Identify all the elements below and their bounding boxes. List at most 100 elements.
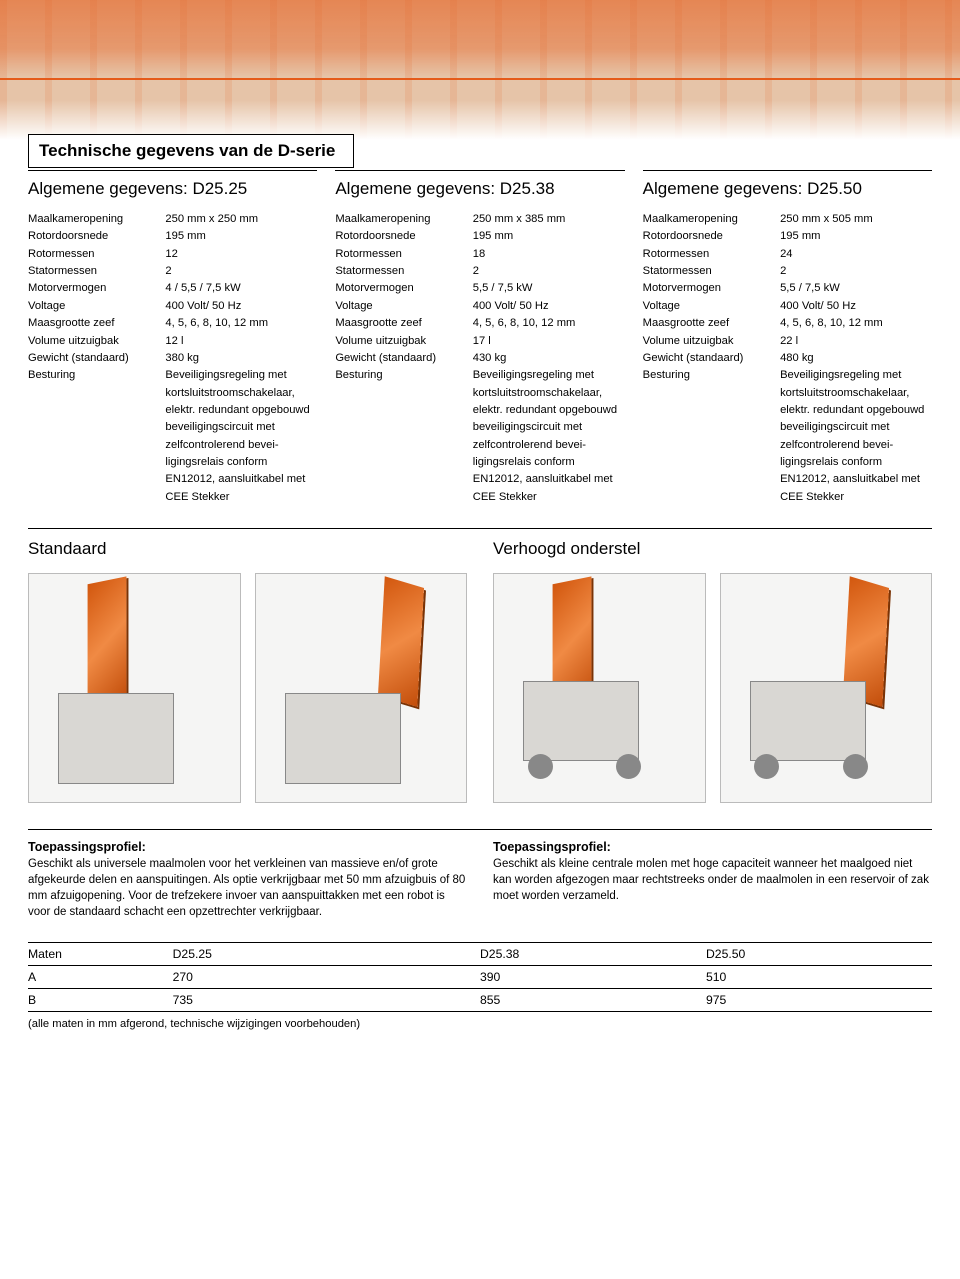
label-rotormessen: Rotormessen — [28, 246, 157, 263]
value-besturing: Beveiligingsregeling met kortsluitstroom… — [473, 367, 625, 506]
value-maasgrootte: 4, 5, 6, 8, 10, 12 mm — [165, 315, 317, 332]
label-motorvermogen: Motorvermogen — [643, 280, 772, 297]
dim-header: D25.50 — [706, 943, 932, 966]
header-artwork — [0, 0, 960, 140]
spec-labels: Maalkameropening Rotordoorsnede Rotormes… — [335, 211, 464, 506]
machine-figure-raised-front — [493, 573, 706, 803]
label-besturing: Besturing — [28, 367, 157, 384]
label-voltage: Voltage — [643, 298, 772, 315]
spec-values: 250 mm x 250 mm 195 mm 12 2 4 / 5,5 / 7,… — [165, 211, 317, 506]
value-volume: 17 l — [473, 333, 625, 350]
profile-raised: Toepassingsprofiel: Geschikt als kleine … — [493, 840, 932, 920]
profile-raised-text: Geschikt als kleine centrale molen met h… — [493, 856, 932, 904]
label-volume: Volume uitzuigbak — [643, 333, 772, 350]
value-statormessen: 2 — [780, 263, 932, 280]
value-maasgrootte: 4, 5, 6, 8, 10, 12 mm — [780, 315, 932, 332]
label-maalkamer: Maalkameropening — [28, 211, 157, 228]
raised-section: Verhoogd onderstel — [493, 539, 932, 803]
value-statormessen: 2 — [165, 263, 317, 280]
dim-header: Maten — [28, 943, 173, 966]
profile-standard: Toepassingsprofiel: Geschikt als univers… — [28, 840, 467, 920]
model-heading: Algemene gegevens: D25.38 — [335, 170, 624, 211]
raised-heading: Verhoogd onderstel — [493, 539, 932, 559]
value-rotordoor: 195 mm — [473, 228, 625, 245]
model-col-d25-38: Algemene gegevens: D25.38 Maalkameropeni… — [335, 170, 624, 506]
label-maasgrootte: Maasgrootte zeef — [335, 315, 464, 332]
value-rotormessen: 18 — [473, 246, 625, 263]
spec-values: 250 mm x 385 mm 195 mm 18 2 5,5 / 7,5 kW… — [473, 211, 625, 506]
value-voltage: 400 Volt/ 50 Hz — [780, 298, 932, 315]
models-row: Algemene gegevens: D25.25 Maalkameropeni… — [28, 170, 932, 506]
profile-heading: Toepassingsprofiel: — [493, 840, 932, 854]
value-rotordoor: 195 mm — [780, 228, 932, 245]
label-rotordoor: Rotordoorsnede — [335, 228, 464, 245]
label-rotordoor: Rotordoorsnede — [643, 228, 772, 245]
model-col-d25-50: Algemene gegevens: D25.50 Maalkameropeni… — [643, 170, 932, 506]
value-rotormessen: 24 — [780, 246, 932, 263]
value-voltage: 400 Volt/ 50 Hz — [165, 298, 317, 315]
label-statormessen: Statormessen — [335, 263, 464, 280]
dim-cell: A — [28, 966, 173, 989]
label-volume: Volume uitzuigbak — [28, 333, 157, 350]
label-gewicht: Gewicht (standaard) — [28, 350, 157, 367]
dim-header: D25.38 — [480, 943, 706, 966]
value-motorvermogen: 5,5 / 7,5 kW — [780, 280, 932, 297]
label-maasgrootte: Maasgrootte zeef — [643, 315, 772, 332]
value-besturing: Beveiligingsregeling met kortsluitstroom… — [165, 367, 317, 506]
machine-figure-standard-front — [28, 573, 241, 803]
dim-cell: 975 — [706, 989, 932, 1012]
spec-labels: Maalkameropening Rotordoorsnede Rotormes… — [28, 211, 157, 506]
value-besturing: Beveiligingsregeling met kortsluitstroom… — [780, 367, 932, 506]
model-heading: Algemene gegevens: D25.50 — [643, 170, 932, 211]
value-maalkamer: 250 mm x 385 mm — [473, 211, 625, 228]
page-title: Technische gegevens van de D-serie — [28, 134, 354, 168]
dim-cell: 270 — [173, 966, 480, 989]
profile-standard-text: Geschikt als universele maalmolen voor h… — [28, 856, 467, 920]
value-motorvermogen: 5,5 / 7,5 kW — [473, 280, 625, 297]
value-statormessen: 2 — [473, 263, 625, 280]
label-motorvermogen: Motorvermogen — [335, 280, 464, 297]
table-row: B 735 855 975 — [28, 989, 932, 1012]
label-voltage: Voltage — [28, 298, 157, 315]
label-maalkamer: Maalkameropening — [643, 211, 772, 228]
value-volume: 12 l — [165, 333, 317, 350]
spec-labels: Maalkameropening Rotordoorsnede Rotormes… — [643, 211, 772, 506]
label-voltage: Voltage — [335, 298, 464, 315]
spec-values: 250 mm x 505 mm 195 mm 24 2 5,5 / 7,5 kW… — [780, 211, 932, 506]
machine-figure-standard-side — [255, 573, 468, 803]
label-rotormessen: Rotormessen — [335, 246, 464, 263]
value-voltage: 400 Volt/ 50 Hz — [473, 298, 625, 315]
value-gewicht: 430 kg — [473, 350, 625, 367]
label-maalkamer: Maalkameropening — [335, 211, 464, 228]
table-row: Maten D25.25 D25.38 D25.50 — [28, 943, 932, 966]
value-maalkamer: 250 mm x 505 mm — [780, 211, 932, 228]
dim-cell: 735 — [173, 989, 480, 1012]
value-gewicht: 480 kg — [780, 350, 932, 367]
value-motorvermogen: 4 / 5,5 / 7,5 kW — [165, 280, 317, 297]
label-rotordoor: Rotordoorsnede — [28, 228, 157, 245]
dim-header: D25.25 — [173, 943, 480, 966]
model-heading: Algemene gegevens: D25.25 — [28, 170, 317, 211]
label-statormessen: Statormessen — [28, 263, 157, 280]
label-volume: Volume uitzuigbak — [335, 333, 464, 350]
label-statormessen: Statormessen — [643, 263, 772, 280]
divider — [28, 829, 932, 830]
label-besturing: Besturing — [335, 367, 464, 384]
value-maalkamer: 250 mm x 250 mm — [165, 211, 317, 228]
profile-heading: Toepassingsprofiel: — [28, 840, 467, 854]
standard-heading: Standaard — [28, 539, 467, 559]
label-maasgrootte: Maasgrootte zeef — [28, 315, 157, 332]
dim-cell: 390 — [480, 966, 706, 989]
value-gewicht: 380 kg — [165, 350, 317, 367]
label-besturing: Besturing — [643, 367, 772, 384]
value-rotordoor: 195 mm — [165, 228, 317, 245]
label-gewicht: Gewicht (standaard) — [643, 350, 772, 367]
dim-cell: 855 — [480, 989, 706, 1012]
label-gewicht: Gewicht (standaard) — [335, 350, 464, 367]
dim-cell: B — [28, 989, 173, 1012]
divider — [28, 528, 932, 529]
label-rotormessen: Rotormessen — [643, 246, 772, 263]
value-rotormessen: 12 — [165, 246, 317, 263]
machine-figure-raised-side — [720, 573, 933, 803]
dim-cell: 510 — [706, 966, 932, 989]
